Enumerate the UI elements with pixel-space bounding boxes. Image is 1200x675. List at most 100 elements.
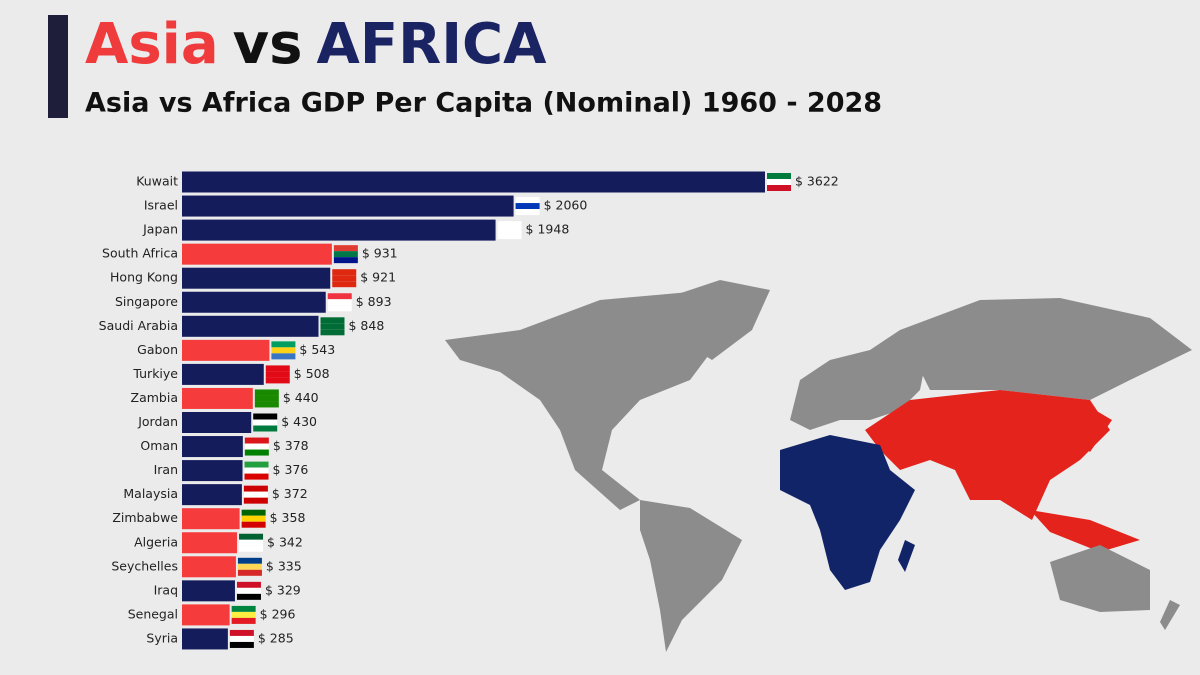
- bar: [182, 339, 270, 361]
- category-label: Kuwait: [136, 174, 178, 189]
- flag: [239, 539, 264, 546]
- flag: [327, 293, 352, 300]
- title-accent: [48, 15, 68, 118]
- flag: [332, 281, 357, 288]
- africa: [780, 435, 915, 590]
- flag: [239, 533, 264, 540]
- flag: [241, 521, 266, 528]
- flag: [236, 581, 261, 588]
- title-part: Asia: [85, 12, 219, 77]
- flag: [515, 203, 540, 210]
- bar: [182, 291, 326, 313]
- flag: [241, 509, 266, 516]
- russia: [900, 298, 1192, 400]
- flag: [241, 515, 266, 522]
- value-label: $ 378: [273, 438, 309, 453]
- flag: [333, 245, 358, 252]
- flag: [320, 329, 345, 336]
- flag: [243, 491, 268, 498]
- flag: [237, 557, 262, 564]
- flag: [229, 629, 254, 636]
- flag: [767, 179, 791, 185]
- category-label: Oman: [140, 438, 178, 453]
- flag: [265, 365, 290, 372]
- flag: [327, 305, 352, 312]
- bar: [182, 484, 242, 506]
- bar: [182, 219, 496, 241]
- value-label: $ 3622: [795, 174, 839, 189]
- flag: [265, 377, 290, 384]
- value-label: $ 931: [362, 246, 398, 261]
- category-label: Iran: [154, 462, 178, 477]
- flag: [254, 401, 279, 408]
- flag: [271, 347, 296, 354]
- value-label: $ 921: [360, 270, 396, 285]
- category-label: Hong Kong: [110, 270, 178, 285]
- new-zealand: [1160, 600, 1180, 630]
- asia: [865, 390, 1110, 520]
- category-label: Malaysia: [123, 486, 178, 501]
- world-map: [445, 280, 1192, 652]
- flag: [231, 611, 256, 618]
- value-label: $ 335: [266, 558, 302, 573]
- flag: [244, 437, 269, 444]
- flag: [244, 461, 269, 468]
- value-label: $ 372: [272, 486, 308, 501]
- category-label: Israel: [144, 198, 178, 213]
- value-label: $ 543: [299, 342, 335, 357]
- japan: [1082, 410, 1112, 452]
- bar: [182, 580, 235, 602]
- value-label: $ 848: [348, 318, 384, 333]
- flag: [320, 323, 345, 330]
- category-label: Japan: [142, 222, 178, 237]
- bar: [182, 315, 319, 337]
- chart-title: Asia vs AFRICA: [85, 12, 547, 77]
- flag: [515, 209, 540, 216]
- category-label: Jordan: [137, 414, 178, 429]
- bar: [182, 532, 238, 554]
- bars: Kuwait $ 3622 Israel $ 2060 Japan $ 1948 South…: [99, 171, 839, 650]
- chart-subtitle: Asia vs Africa GDP Per Capita (Nominal) …: [85, 88, 882, 119]
- bar: [182, 556, 236, 578]
- australia: [1050, 545, 1150, 612]
- greenland: [660, 280, 770, 360]
- category-label: Algeria: [134, 534, 178, 549]
- category-label: South Africa: [102, 246, 178, 261]
- flag: [244, 449, 269, 456]
- bar: [182, 412, 252, 433]
- flag: [237, 563, 262, 570]
- flag: [229, 641, 254, 648]
- flag: [229, 635, 254, 642]
- category-label: Seychelles: [111, 558, 178, 573]
- bar: [182, 171, 765, 193]
- flag: [767, 173, 791, 179]
- flag: [320, 317, 345, 324]
- flag: [253, 413, 278, 420]
- category-label: Syria: [146, 630, 178, 645]
- madagascar: [898, 540, 915, 572]
- value-label: $ 358: [270, 510, 306, 525]
- flag: [244, 443, 269, 450]
- bar: [182, 363, 264, 385]
- bar: [182, 460, 243, 482]
- value-label: $ 342: [267, 534, 303, 549]
- flag: [244, 467, 269, 474]
- flag: [243, 497, 268, 504]
- bar: [182, 387, 253, 409]
- flag: [271, 353, 296, 360]
- value-label: $ 1948: [526, 222, 570, 237]
- value-label: $ 508: [294, 366, 330, 381]
- value-label: $ 285: [258, 630, 294, 645]
- flag: [265, 371, 290, 378]
- south-america: [640, 500, 742, 652]
- bar: [182, 267, 331, 289]
- flag: [231, 605, 256, 612]
- flag: [332, 275, 357, 282]
- title-part: vs: [233, 12, 303, 77]
- category-label: Iraq: [154, 582, 178, 597]
- value-label: $ 893: [356, 294, 392, 309]
- flag: [254, 389, 279, 396]
- flag: [515, 197, 540, 204]
